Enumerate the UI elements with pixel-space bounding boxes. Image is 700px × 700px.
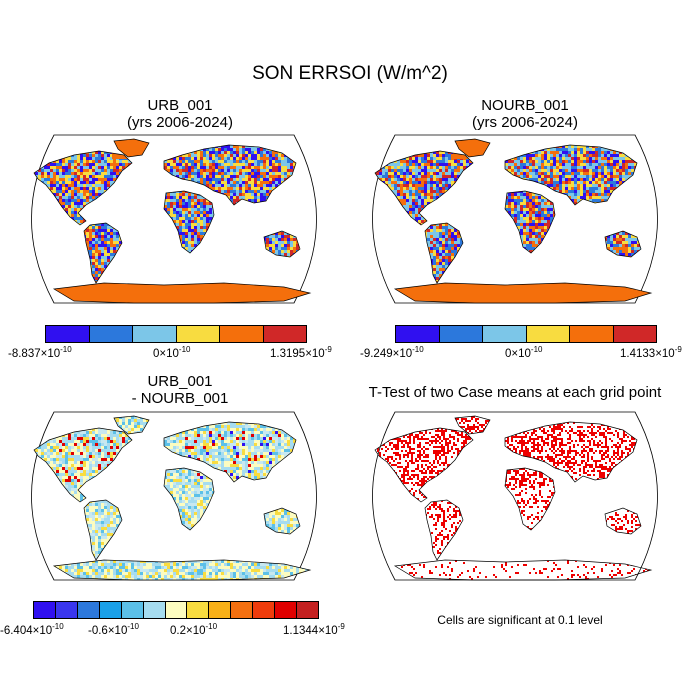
coastline [33, 150, 133, 226]
colorbar-swatch [263, 326, 306, 342]
panel-4-map [372, 411, 658, 581]
coastline [424, 499, 464, 561]
panel-3-title-line1: URB_001 [60, 373, 300, 390]
colorbar-swatch [526, 326, 570, 342]
panel-3-map [31, 411, 317, 581]
panel-2-colorbar-min-label: -9.249×10-10 [360, 345, 424, 360]
coastline [393, 282, 653, 304]
coastline [504, 421, 638, 483]
panel-3-title-line2: - NOURB_001 [60, 390, 300, 407]
coastline [83, 499, 123, 561]
colorbar-swatch [89, 326, 133, 342]
panel-2-title-line2: (yrs 2006-2024) [405, 114, 645, 131]
panel-1-title-line1: URB_001 [60, 97, 300, 114]
panel-1-colorbar-min-label: -8.837×10-10 [8, 345, 72, 360]
colorbar-swatch [613, 326, 656, 342]
panel-1-colorbar [45, 325, 307, 343]
coastline [504, 467, 556, 531]
colorbar-swatch [209, 602, 232, 618]
panel-3-colorbar-min-label: -6.404×10-10 [0, 622, 64, 637]
panel-3-colorbar [33, 601, 319, 619]
coastline [454, 415, 491, 435]
coastline [454, 138, 491, 158]
colorbar-swatch [297, 602, 318, 618]
coastline [163, 421, 297, 483]
coastline [163, 144, 297, 206]
coastline [393, 559, 653, 581]
colorbar-swatch [133, 326, 177, 342]
panel-3-colorbar-max-label: 1.1344×10-9 [283, 622, 345, 637]
panel-2-colorbar [395, 325, 657, 343]
panel-2-title-line1: NOURB_001 [405, 97, 645, 114]
coastline [52, 559, 312, 581]
coastline [33, 427, 133, 503]
colorbar-swatch [187, 602, 210, 618]
significance-note: Cells are significant at 0.1 level [400, 613, 640, 627]
panel-1-title: URB_001 (yrs 2006-2024) [60, 97, 300, 131]
colorbar-swatch [55, 602, 78, 618]
coastline [424, 222, 464, 284]
coastline [504, 190, 556, 254]
panel-4-title: T-Test of two Case means at each grid po… [355, 384, 675, 401]
colorbar-swatch [570, 326, 614, 342]
panel-3-colorbar-label-3: 0.2×10-10 [170, 622, 217, 637]
coastline [504, 144, 638, 206]
panel-1-colorbar-max-label: 1.3195×10-9 [270, 345, 332, 360]
coastline [52, 282, 312, 304]
colorbar-swatch [121, 602, 144, 618]
coastline [163, 190, 215, 254]
colorbar-swatch [99, 602, 122, 618]
colorbar-swatch [34, 602, 56, 618]
colorbar-swatch [275, 602, 298, 618]
panel-1-title-line2: (yrs 2006-2024) [60, 114, 300, 131]
panel-2-title: NOURB_001 (yrs 2006-2024) [405, 97, 645, 131]
colorbar-swatch [396, 326, 440, 342]
colorbar-swatch [165, 602, 188, 618]
coastline [113, 138, 150, 158]
coastline [263, 230, 301, 258]
colorbar-swatch [231, 602, 254, 618]
colorbar-swatch [176, 326, 220, 342]
coastline [374, 150, 474, 226]
coastline [113, 415, 150, 435]
coastline [374, 427, 474, 503]
panel-2-colorbar-max-label: 1.4133×10-9 [620, 345, 682, 360]
panel-1-colorbar-mid-label: 0×10-10 [153, 345, 190, 360]
panel-1-map [31, 134, 317, 304]
colorbar-swatch [46, 326, 90, 342]
panel-3-title: URB_001 - NOURB_001 [60, 373, 300, 407]
colorbar-swatch [253, 602, 276, 618]
panel-2-colorbar-mid-label: 0×10-10 [505, 345, 542, 360]
colorbar-swatch [483, 326, 527, 342]
coastline [163, 467, 215, 531]
coastline [604, 507, 642, 535]
coastline [263, 507, 301, 535]
colorbar-swatch [439, 326, 483, 342]
panel-2-map [372, 134, 658, 304]
coastline [83, 222, 123, 284]
colorbar-swatch [143, 602, 166, 618]
coastline [604, 230, 642, 258]
colorbar-swatch [220, 326, 264, 342]
figure-title: SON ERRSOI (W/m^2) [0, 63, 700, 85]
colorbar-swatch [77, 602, 100, 618]
panel-3-colorbar-label-2: -0.6×10-10 [88, 622, 139, 637]
